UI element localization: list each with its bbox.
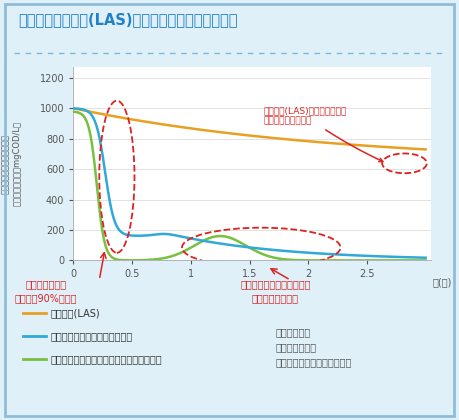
Text: シャボン玉スノール液体タイプ: シャボン玉スノール液体タイプ bbox=[50, 331, 133, 341]
Text: 合成洗剤(LAS): 合成洗剤(LAS) bbox=[50, 308, 100, 318]
Text: 合成洗剤(LAS)は３日経過後も
あまり分解されない: 合成洗剤(LAS)は３日経過後も あまり分解されない bbox=[263, 106, 383, 162]
Text: 粉石けんスノール・シャボン玉浴用石けん: 粉石けんスノール・シャボン玉浴用石けん bbox=[50, 354, 162, 364]
Text: 無害な石けんカスとなり、
次第に分解される: 無害な石けんカスとなり、 次第に分解される bbox=[240, 279, 311, 303]
Text: 微生物による分解の進行度
（残存有機物濃度mgCOD/L）: 微生物による分解の進行度 （残存有機物濃度mgCOD/L） bbox=[1, 121, 22, 206]
Text: 石けんはわずか
半日で約90%が分解: 石けんはわずか 半日で約90%が分解 bbox=[15, 279, 77, 303]
Text: 石けんと合成洗剤(LAS)が微生物に分解されるまで: 石けんと合成洗剤(LAS)が微生物に分解されるまで bbox=[18, 13, 238, 28]
Text: ３(日): ３(日) bbox=[433, 277, 452, 287]
Text: 〈実験機関〉
北九州市立大学
環境・消防技術開発センター: 〈実験機関〉 北九州市立大学 環境・消防技術開発センター bbox=[275, 328, 352, 367]
